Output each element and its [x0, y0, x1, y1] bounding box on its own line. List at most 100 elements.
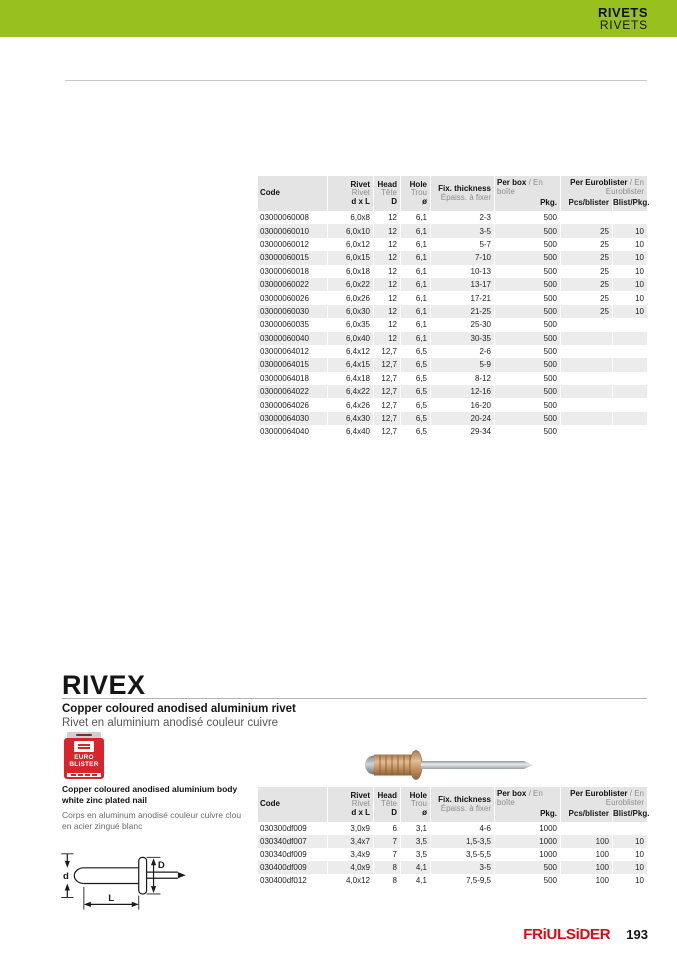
table-cell: 25-30: [431, 318, 495, 332]
col-header-euroblister: Per Euroblister / En Euroblister Pcs/bli…: [561, 176, 649, 211]
table-body: 03000060008 6,0x8 12 6,1 2-3 500 03000060010 6,…: [258, 211, 647, 439]
table-cell: 3,5: [401, 848, 431, 861]
euro-blister-icon: EURO BLISTER: [64, 732, 104, 779]
hole-fr: Trou: [410, 188, 427, 198]
table-cell: 29-34: [431, 425, 495, 439]
hole-en: Hole: [409, 179, 427, 189]
table-cell: [613, 345, 647, 358]
table-cell: 4,0x12: [328, 874, 374, 887]
product-title: RIVEX: [62, 670, 146, 700]
table-cell: [561, 358, 613, 372]
box-label: Per box / En boîte: [497, 789, 557, 807]
table-cell: 16-20: [431, 398, 495, 412]
table-cell: 4,1: [401, 874, 431, 887]
table-cell: 3,0x9: [328, 822, 374, 835]
table-cell: 03000064015: [258, 358, 328, 372]
table-cell: 10: [635, 280, 644, 290]
table-cell: 10: [635, 239, 644, 249]
table-row: 03000060012 6,0x12 12 6,1 5-7 500 25 10: [258, 237, 647, 252]
table-row: 03000064040 6,4x40 12,7 6,5 29-34 500: [258, 425, 647, 439]
table-cell: 12,7: [374, 358, 401, 372]
table-cell: 7: [374, 835, 401, 848]
table-cell: 12: [374, 251, 401, 265]
table-cell: 03000060008: [258, 211, 328, 225]
col-header-head: Head Tête D: [374, 176, 401, 211]
table-cell: 3,5: [401, 835, 431, 848]
table-cell: 10: [635, 293, 644, 303]
table-cell: 6,5: [401, 344, 431, 359]
table-cell: 030400df012: [258, 874, 328, 887]
table-cell: 10: [635, 850, 644, 859]
euro-subheaders: Pcs/blister Blist/Pkg.: [561, 199, 649, 211]
table-row: 03000060010 6,0x10 12 6,1 3-5 500 25 10: [258, 224, 647, 238]
table-cell: 21-25: [431, 304, 495, 319]
table-cell: 12: [374, 277, 401, 292]
table-cell: 500: [495, 861, 561, 874]
fix-fr: Épaiss. à fixer: [440, 192, 491, 202]
table-cell: 03000064022: [258, 385, 328, 399]
table-cell: [561, 331, 613, 345]
col-header-code: Code: [258, 176, 328, 211]
box-fr: / En boîte: [497, 789, 543, 807]
table-cell: 500: [495, 211, 561, 225]
table-cell: 10: [635, 876, 644, 885]
hole-en: Hole: [409, 790, 427, 800]
page-banner: RIVETS RIVETS: [0, 0, 677, 37]
table-cell: [561, 344, 613, 359]
head-en: Head: [377, 179, 397, 189]
table-cell: 500: [495, 411, 561, 426]
euro-en: Per Euroblister: [570, 178, 628, 187]
table-cell: 500: [495, 264, 561, 278]
table-cell: 12,7: [374, 371, 401, 386]
table-cell: 6,5: [401, 425, 431, 439]
table-cell: 25: [561, 251, 613, 265]
product-subtitle-en: Copper coloured anodised aluminium rivet: [62, 703, 296, 715]
table-header: Code Rivet Rivet d x L Head Tête D Hole …: [258, 176, 649, 211]
table-cell: 6,4x22: [328, 385, 374, 399]
table-row: 030400df012 4,0x12 8 4,1 7,5-9,5 500 100 10: [258, 874, 647, 887]
table-cell: 500: [495, 251, 561, 265]
table-cell: 1000: [495, 848, 561, 861]
fix-fr: Épaiss. à fixer: [440, 803, 491, 813]
hole-dim: ø: [422, 807, 427, 817]
table-cell: [613, 385, 647, 398]
table-cell: 6,5: [401, 371, 431, 386]
table-cell: 3,5-5,5: [431, 848, 495, 861]
table-row: 03000064015 6,4x15 12,7 6,5 5-9 500: [258, 358, 647, 372]
diagram-label-d: d: [63, 871, 69, 882]
rivet-en: Rivet: [350, 179, 370, 189]
table-cell: 500: [495, 358, 561, 372]
description-en: Copper coloured anodised aluminium body …: [62, 784, 238, 805]
table-cell: 6,4x30: [328, 411, 374, 426]
table-cell: 12: [374, 237, 401, 252]
table-cell: 03000060012: [258, 237, 328, 252]
table-cell: [613, 211, 647, 224]
table-cell: 12: [374, 318, 401, 332]
box-en: Per box: [497, 789, 527, 798]
table-cell: 4-6: [431, 822, 495, 835]
table-cell: 25: [561, 304, 613, 319]
table-cell: 10: [635, 837, 644, 846]
blister-hang-tab: [67, 732, 101, 739]
table-cell: 6,1: [401, 318, 431, 332]
table-row: 03000064022 6,4x22 12,7 6,5 12-16 500: [258, 385, 647, 399]
table-cell: 30-35: [431, 331, 495, 345]
table-cell: 1000: [495, 835, 561, 848]
table-cell: [561, 211, 613, 225]
blister-text-line2: BLISTER: [69, 761, 99, 768]
table-cell: [613, 318, 647, 331]
blister-body: EURO BLISTER: [64, 738, 104, 779]
description-fr: Corps en aluminum anodisé couleur cuivre…: [62, 810, 242, 831]
euro-fr: / En Euroblister: [605, 178, 644, 196]
table-cell: 03000064018: [258, 371, 328, 386]
table-cell: [613, 822, 647, 835]
table-cell: 03000060015: [258, 251, 328, 265]
table-cell: 12-16: [431, 385, 495, 399]
table-cell: 6,4x18: [328, 371, 374, 386]
table-cell: 100: [561, 835, 613, 848]
table-row: 03000064018 6,4x18 12,7 6,5 8-12 500: [258, 371, 647, 386]
table-cell: 03000064012: [258, 344, 328, 359]
rivet-en: Rivet: [350, 790, 370, 800]
table-cell: 1000: [495, 822, 561, 835]
box-fr: / En boîte: [497, 178, 543, 196]
